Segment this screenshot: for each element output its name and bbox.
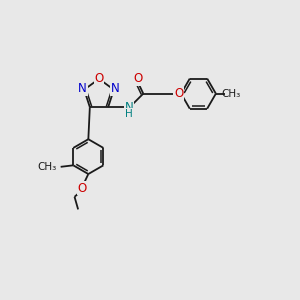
Text: O: O	[133, 72, 142, 85]
Text: CH₃: CH₃	[38, 162, 57, 172]
Text: N: N	[111, 82, 120, 95]
Text: H: H	[125, 109, 133, 119]
Text: N: N	[78, 82, 87, 95]
Text: N: N	[125, 100, 134, 114]
Text: CH₃: CH₃	[221, 88, 241, 99]
Text: O: O	[94, 71, 103, 85]
Text: O: O	[77, 182, 86, 195]
Text: O: O	[174, 87, 183, 100]
